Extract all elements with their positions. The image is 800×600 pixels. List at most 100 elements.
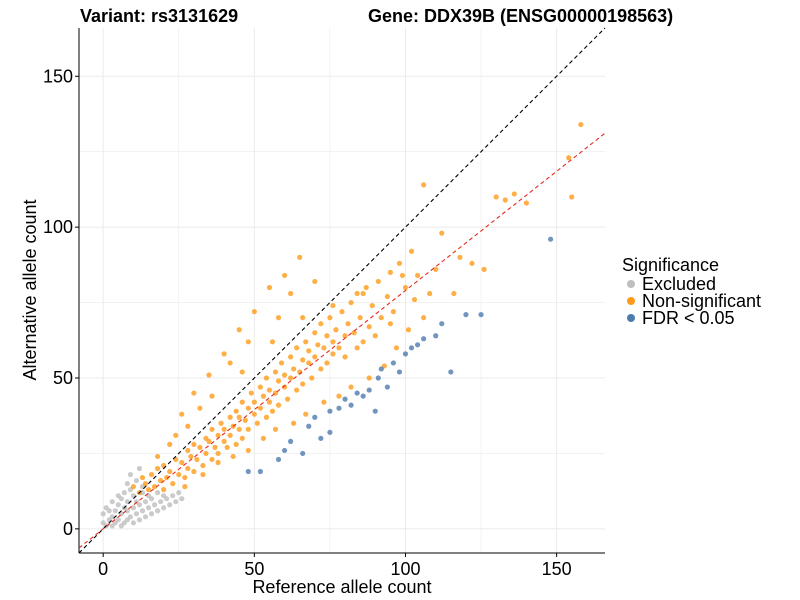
point-non-significant [405, 327, 412, 333]
legend-key-fdr-0-05 [627, 314, 635, 322]
point-excluded [109, 499, 115, 505]
point-non-significant [324, 333, 330, 339]
point-fdr-0-05 [300, 450, 306, 457]
point-non-significant [366, 324, 372, 330]
point-excluded [121, 490, 127, 496]
point-non-significant [306, 360, 312, 366]
y-tick-label: 50 [53, 368, 73, 388]
point-non-significant [351, 330, 357, 336]
point-non-significant [191, 468, 197, 475]
point-fdr-0-05 [414, 342, 421, 348]
point-non-significant [154, 465, 161, 472]
point-non-significant [260, 393, 267, 399]
point-fdr-0-05 [281, 447, 288, 454]
point-non-significant [191, 441, 197, 447]
point-non-significant [179, 411, 185, 417]
point-non-significant [197, 405, 203, 411]
gridlines [79, 28, 605, 553]
point-non-significant [294, 387, 300, 393]
point-non-significant [224, 444, 230, 450]
point-non-significant [167, 468, 173, 475]
point-non-significant [354, 290, 360, 297]
point-non-significant [300, 381, 306, 387]
point-non-significant [257, 405, 263, 411]
point-non-significant [173, 432, 179, 438]
point-excluded [136, 465, 143, 472]
point-non-significant [288, 375, 294, 381]
point-excluded [130, 520, 137, 526]
point-non-significant [145, 487, 152, 493]
legend: Significance ExcludedNon-significantFDR … [622, 255, 761, 328]
point-non-significant [151, 484, 158, 490]
point-non-significant [167, 441, 173, 447]
point-non-significant [269, 339, 276, 345]
point-non-significant [318, 366, 324, 372]
point-non-significant [390, 309, 396, 315]
point-excluded [100, 511, 106, 517]
point-non-significant [215, 459, 221, 466]
point-non-significant [281, 372, 288, 378]
point-non-significant [209, 456, 215, 463]
point-non-significant [188, 453, 194, 460]
point-non-significant [266, 387, 273, 393]
point-non-significant [469, 260, 475, 266]
point-excluded [136, 502, 143, 508]
point-non-significant [288, 354, 294, 360]
point-excluded [151, 502, 158, 508]
legend-label-excluded: Excluded [642, 274, 716, 294]
point-non-significant [251, 309, 257, 315]
point-non-significant [312, 278, 318, 285]
point-non-significant [300, 357, 306, 363]
point-non-significant [230, 453, 236, 460]
point-non-significant [384, 293, 390, 300]
reference-lines [78, 27, 606, 554]
point-excluded [130, 505, 137, 511]
point-non-significant [457, 254, 463, 260]
point-excluded [133, 511, 140, 517]
point-non-significant [182, 474, 188, 481]
point-non-significant [227, 432, 233, 438]
point-fdr-0-05 [421, 336, 427, 342]
point-non-significant [451, 290, 457, 297]
point-non-significant [260, 435, 267, 441]
point-non-significant [200, 462, 206, 469]
point-non-significant [239, 435, 245, 441]
legend-title: Significance [622, 255, 719, 275]
point-non-significant [402, 284, 409, 291]
legend-label-fdr-0-05: FDR < 0.05 [642, 308, 735, 328]
point-non-significant [266, 399, 273, 405]
point-non-significant [257, 384, 263, 390]
point-non-significant [233, 441, 239, 447]
point-excluded [142, 514, 149, 520]
y-tick-label: 0 [63, 519, 73, 539]
point-fdr-0-05 [318, 435, 324, 441]
point-non-significant [278, 360, 285, 366]
point-non-significant [263, 375, 270, 381]
point-non-significant [130, 484, 137, 490]
point-non-significant [251, 411, 257, 417]
point-fdr-0-05 [433, 333, 439, 339]
legend-key-excluded [627, 280, 635, 288]
point-non-significant [387, 321, 393, 327]
reference-line-identity [78, 27, 606, 554]
point-non-significant [164, 474, 170, 481]
point-non-significant [330, 351, 336, 357]
point-non-significant [354, 345, 360, 351]
point-non-significant [139, 474, 146, 481]
point-fdr-0-05 [463, 312, 469, 318]
y-tick-label: 150 [43, 66, 73, 86]
point-fdr-0-05 [327, 429, 333, 435]
point-non-significant [360, 290, 366, 297]
point-non-significant [275, 315, 282, 321]
point-non-significant [154, 453, 161, 460]
point-non-significant [300, 315, 306, 321]
point-non-significant [227, 360, 233, 366]
point-excluded [154, 508, 161, 514]
point-excluded [164, 496, 170, 502]
point-excluded [158, 499, 164, 505]
point-excluded [154, 490, 161, 496]
point-non-significant [291, 420, 297, 426]
point-non-significant [481, 266, 487, 272]
point-non-significant [433, 266, 439, 272]
